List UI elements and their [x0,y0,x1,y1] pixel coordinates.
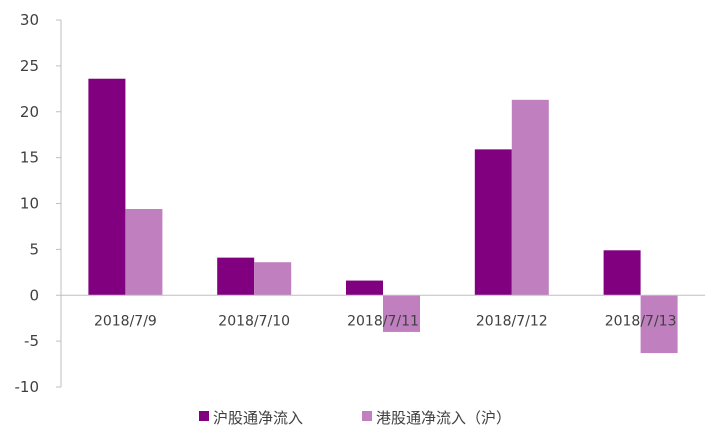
y-tick-label: 20 [20,103,39,121]
x-category-label: 2018/7/10 [218,313,290,329]
y-tick-label: 15 [20,149,39,167]
y-tick-label: -10 [15,378,40,396]
x-category-label: 2018/7/12 [476,313,548,329]
bar-series-1-2018-7-9 [88,78,126,296]
bar-series-2-2018-7-12 [511,99,549,296]
x-category-label: 2018/7/9 [94,313,157,329]
legend-label-series-1: 沪股通净流入 [213,409,303,427]
bar-series-2-2018-7-11 [383,295,420,332]
y-tick-label: 0 [29,286,39,304]
x-category-label: 2018/7/11 [347,313,419,329]
x-axis: 2018/7/9 2018/7/10 2018/7/11 2018/7/12 2018/… [61,294,705,329]
bar-series-2-2018-7-9 [125,209,163,296]
legend-swatch-series-1 [199,411,209,421]
y-tick-label: 25 [20,57,39,75]
legend-swatch-series-2 [362,411,372,421]
y-axis: -10 -5 0 5 10 15 20 25 30 [15,11,62,396]
bar-series-1-2018-7-11 [346,280,383,296]
y-tick-label: -5 [24,332,39,350]
y-tick-label: 30 [20,11,39,29]
y-tick-label: 10 [20,195,39,213]
y-tick-label: 5 [29,240,39,258]
bar-series-1-2018-7-13 [603,250,641,296]
bar-series-2-2018-7-10 [254,262,292,296]
x-category-label: 2018/7/13 [605,313,677,329]
bar-series-1-2018-7-10 [217,257,255,296]
bars [88,78,678,354]
legend-label-series-2: 港股通净流入（沪） [376,409,511,427]
bar-series-2-2018-7-13 [640,295,678,354]
bar-series-1-2018-7-12 [474,149,512,296]
legend: 沪股通净流入 港股通净流入（沪） [199,409,511,427]
